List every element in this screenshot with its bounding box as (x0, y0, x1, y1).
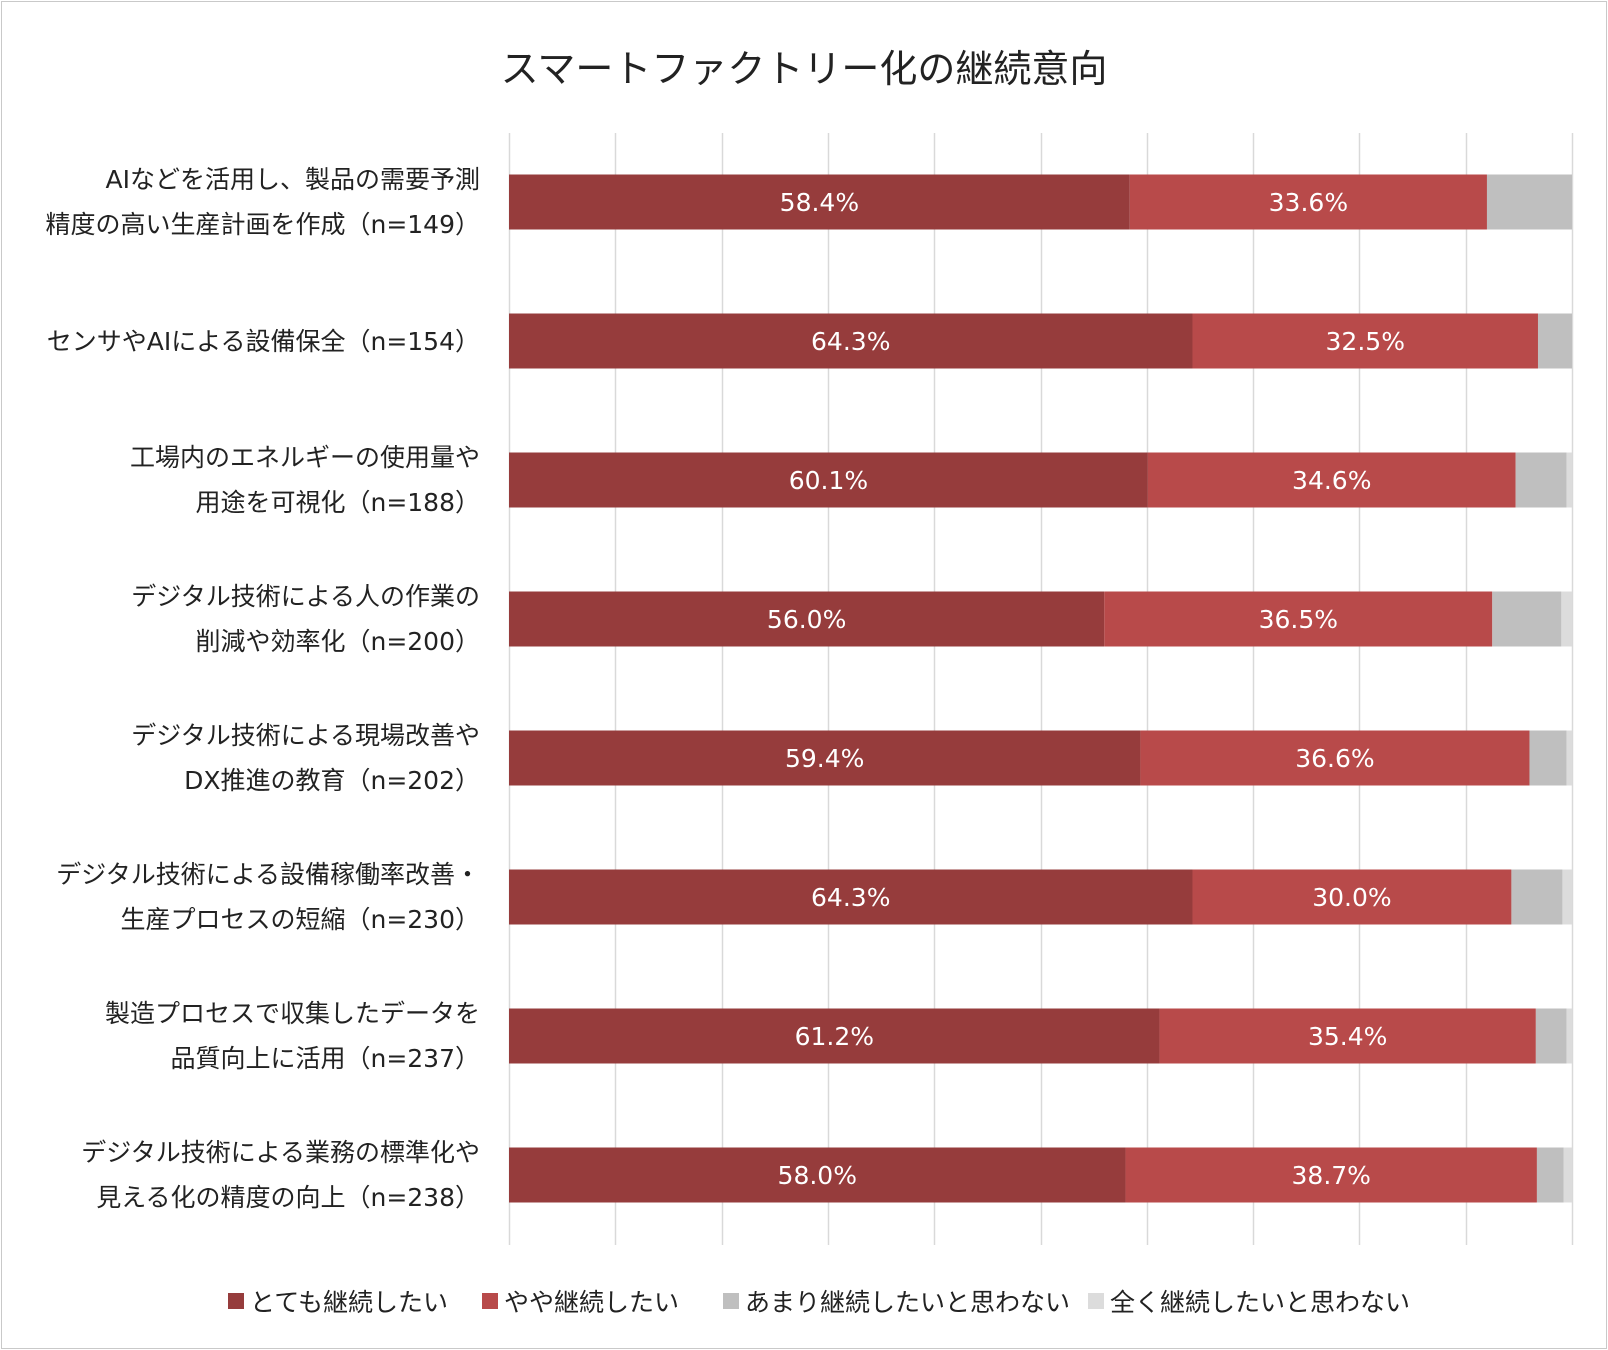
data-label-0-series-0: 58.4% (780, 188, 859, 217)
data-label-6-series-0: 61.2% (795, 1022, 874, 1051)
data-label-6-series-1: 35.4% (1308, 1022, 1387, 1051)
bar-segment-5-series-3 (1562, 869, 1572, 925)
bar-segment-3-series-0 (509, 591, 1105, 647)
bar-segment-6-series-1 (1159, 1008, 1536, 1064)
data-label-4-series-0: 59.4% (785, 744, 864, 773)
data-label-1-series-1: 32.5% (1326, 327, 1405, 356)
category-label-line: 用途を可視化（n=188） (195, 488, 480, 517)
category-label-line: 精度の高い生産計画を作成（n=149） (45, 210, 480, 239)
data-label-3-series-0: 56.0% (767, 605, 846, 634)
bar-segment-2-series-1 (1147, 452, 1516, 508)
bar-segment-5-series-2 (1511, 869, 1563, 925)
bar-segment-7-series-2 (1536, 1147, 1564, 1203)
data-label-0-series-1: 33.6% (1269, 188, 1348, 217)
data-label-5-series-0: 64.3% (811, 883, 890, 912)
bar-segment-6-series-2 (1535, 1008, 1567, 1064)
bar-segment-4-series-3 (1566, 730, 1572, 786)
category-label-line: デジタル技術による設備稼働率改善・ (56, 860, 480, 889)
category-label-3: デジタル技術による人の作業の削減や効率化（n=200） (10, 574, 480, 664)
bar-segment-4-series-2 (1529, 730, 1567, 786)
bar-segment-2-series-3 (1566, 452, 1572, 508)
bar-segment-1-series-1 (1192, 313, 1538, 369)
data-label-3-series-1: 36.5% (1259, 605, 1338, 634)
bar-segment-5-series-1 (1192, 869, 1512, 925)
category-label-line: DX推進の教育（n=202） (184, 766, 480, 795)
category-label-line: センサやAIによる設備保全（n=154） (46, 326, 480, 356)
legend-label: とても継続したい (250, 1288, 449, 1317)
category-label-1: センサやAIによる設備保全（n=154） (10, 319, 480, 364)
legend-item-0: とても継続したい (228, 1283, 448, 1319)
category-label-line: 製造プロセスで収集したデータを (104, 999, 480, 1028)
legend-item-2: あまり継続したいと思わない (723, 1283, 1070, 1319)
legend: とても継続したい やや継続したい あまり継続したいと思わない 全く継続したいと思わない (0, 1283, 1608, 1323)
bar-segment-0-series-2 (1486, 174, 1572, 230)
legend-swatch (723, 1293, 739, 1309)
bar-segment-6-series-0 (509, 1008, 1160, 1064)
legend-item-3: 全く継続したいと思わない (1088, 1283, 1410, 1319)
chart-title: スマートファクトリー化の継続意向 (500, 47, 1108, 91)
legend-swatch (482, 1293, 498, 1309)
legend-label: 全く継続したいと思わない (1110, 1288, 1411, 1317)
bar-segment-4-series-1 (1140, 730, 1530, 786)
bar-segment-7-series-1 (1125, 1147, 1537, 1203)
bar-segment-7-series-3 (1563, 1147, 1572, 1203)
bar-segment-5-series-0 (509, 869, 1193, 925)
bar-segment-2-series-0 (509, 452, 1148, 508)
category-label-line: 見える化の精度の向上（n=238） (96, 1183, 480, 1212)
category-label-line: 削減や効率化（n=200） (195, 627, 480, 656)
category-label-line: デジタル技術による人の作業の (131, 582, 480, 611)
category-label-2: 工場内のエネルギーの使用量や用途を可視化（n=188） (10, 435, 480, 525)
legend-swatch (1088, 1293, 1104, 1309)
bar-segment-3-series-1 (1104, 591, 1493, 647)
data-label-1-series-0: 64.3% (811, 327, 890, 356)
bar-segment-6-series-3 (1566, 1008, 1572, 1064)
legend-label: やや継続したい (504, 1288, 680, 1317)
data-label-5-series-1: 30.0% (1312, 883, 1391, 912)
legend-label: あまり継続したいと思わない (745, 1288, 1071, 1317)
bar-segment-3-series-2 (1492, 591, 1562, 647)
category-label-7: デジタル技術による業務の標準化や見える化の精度の向上（n=238） (10, 1130, 480, 1220)
category-label-4: デジタル技術による現場改善や DX推進の教育（n=202） (10, 713, 480, 803)
bar-segment-4-series-0 (509, 730, 1141, 786)
bar-segment-0-series-1 (1129, 174, 1487, 230)
category-label-line: デジタル技術による現場改善や (131, 721, 480, 750)
data-label-2-series-0: 60.1% (789, 466, 868, 495)
category-label-line: デジタル技術による業務の標準化や (81, 1138, 480, 1167)
category-label-line: 品質向上に活用（n=237） (170, 1044, 480, 1073)
category-label-line: AIなどを活用し、製品の需要予測 (105, 165, 480, 194)
data-label-7-series-1: 38.7% (1292, 1161, 1371, 1190)
bar-segment-7-series-0 (509, 1147, 1126, 1203)
category-label-0: AIなどを活用し、製品の需要予測精度の高い生産計画を作成（n=149） (10, 157, 480, 247)
category-label-line: 工場内のエネルギーの使用量や (129, 443, 480, 472)
bar-segment-1-series-0 (509, 313, 1193, 369)
bar-segment-1-series-2 (1537, 313, 1572, 369)
data-label-7-series-0: 58.0% (778, 1161, 857, 1190)
category-label-line: 生産プロセスの短縮（n=230） (120, 905, 480, 934)
category-label-6: 製造プロセスで収集したデータを品質向上に活用（n=237） (10, 991, 480, 1081)
legend-item-1: やや継続したい (482, 1283, 679, 1319)
category-label-5: デジタル技術による設備稼働率改善・生産プロセスの短縮（n=230） (10, 852, 480, 942)
data-label-2-series-1: 34.6% (1292, 466, 1371, 495)
data-label-4-series-1: 36.6% (1295, 744, 1374, 773)
bar-segment-0-series-0 (509, 174, 1130, 230)
legend-swatch (228, 1293, 244, 1309)
bar-segment-2-series-2 (1515, 452, 1567, 508)
bar-segment-3-series-3 (1561, 591, 1572, 647)
